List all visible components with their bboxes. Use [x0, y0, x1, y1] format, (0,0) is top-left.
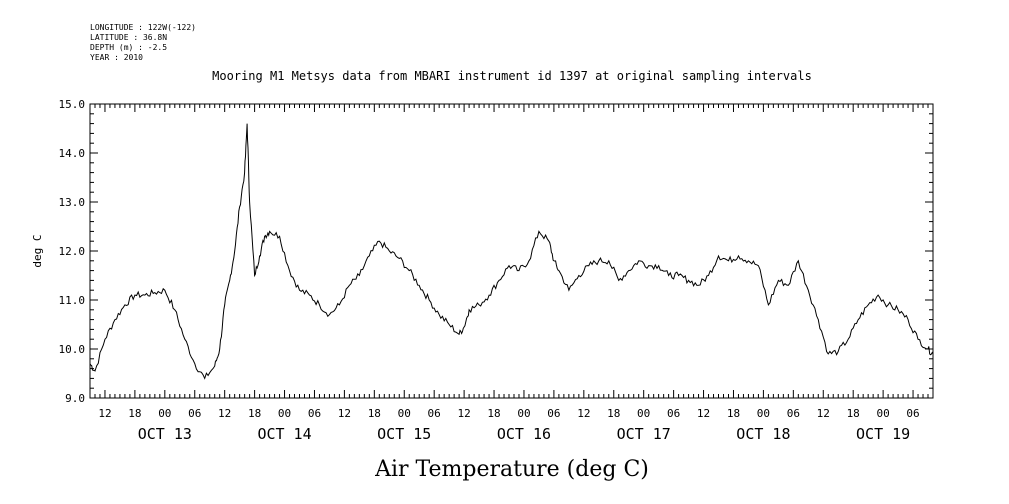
x-tick-label: 00	[517, 407, 530, 420]
x-tick-label: 18	[248, 407, 261, 420]
x-tick-label: 00	[757, 407, 770, 420]
y-tick-label: 9.0	[65, 392, 85, 405]
x-tick-label: 18	[607, 407, 620, 420]
depth-text: DEPTH (m) : -2.5	[90, 43, 167, 52]
y-tick-label: 12.0	[59, 245, 86, 258]
y-tick-label: 10.0	[59, 343, 86, 356]
x-tick-label: 12	[457, 407, 470, 420]
x-tick-label: 12	[577, 407, 590, 420]
y-axis-label: deg C	[31, 234, 44, 267]
x-tick-label: 00	[278, 407, 291, 420]
x-tick-label: 12	[817, 407, 830, 420]
x-axis: 12 18 00 OCT 13 06 12 18 00 OCT 14 06 12 18 00 OCT 15…	[98, 407, 919, 443]
x-tick-label: 00	[637, 407, 650, 420]
x-tick-label: 12	[697, 407, 710, 420]
x-tick-label: 18	[847, 407, 860, 420]
x-day-label: OCT 13	[138, 425, 192, 443]
x-tick-label: 18	[487, 407, 500, 420]
x-tick-label: 12	[98, 407, 111, 420]
x-day-label: OCT 19	[856, 425, 910, 443]
y-tick-label: 13.0	[59, 196, 86, 209]
minor-ticks	[89, 104, 934, 398]
x-tick-label: 06	[188, 407, 201, 420]
x-tick-label: 06	[428, 407, 441, 420]
x-day-label: OCT 17	[617, 425, 671, 443]
plot-frame	[89, 103, 934, 399]
longitude-text: LONGITUDE : 122W(-122)	[90, 23, 196, 32]
x-day-label: OCT 14	[257, 425, 311, 443]
chart-title: Mooring M1 Metsys data from MBARI instru…	[212, 69, 812, 83]
x-tick-label: 06	[667, 407, 680, 420]
x-tick-label: 18	[368, 407, 381, 420]
x-tick-label: 00	[876, 407, 889, 420]
x-tick-label: 06	[547, 407, 560, 420]
x-tick-label: 00	[158, 407, 171, 420]
y-tick-label: 11.0	[59, 294, 86, 307]
x-day-label: OCT 15	[377, 425, 431, 443]
x-axis-label: Air Temperature (deg C)	[374, 457, 649, 482]
y-axis: 9.0 10.0 11.0 12.0 13.0 14.0 15.0	[59, 98, 933, 405]
y-tick-label: 14.0	[59, 147, 86, 160]
x-day-label: OCT 18	[736, 425, 790, 443]
x-tick-label: 06	[308, 407, 321, 420]
latitude-text: LATITUDE : 36.8N	[90, 33, 167, 42]
air-temperature-line	[89, 123, 934, 380]
x-tick-label: 00	[398, 407, 411, 420]
year-text: YEAR : 2010	[90, 53, 143, 62]
x-tick-label: 12	[338, 407, 351, 420]
x-day-label: OCT 16	[497, 425, 551, 443]
metadata-block: LONGITUDE : 122W(-122) LATITUDE : 36.8N …	[90, 23, 196, 62]
x-tick-label: 18	[128, 407, 141, 420]
series-layer	[89, 123, 934, 380]
x-tick-label: 18	[727, 407, 740, 420]
y-tick-label: 15.0	[59, 98, 86, 111]
x-tick-label: 12	[218, 407, 231, 420]
x-tick-label: 06	[906, 407, 919, 420]
x-tick-label: 06	[787, 407, 800, 420]
